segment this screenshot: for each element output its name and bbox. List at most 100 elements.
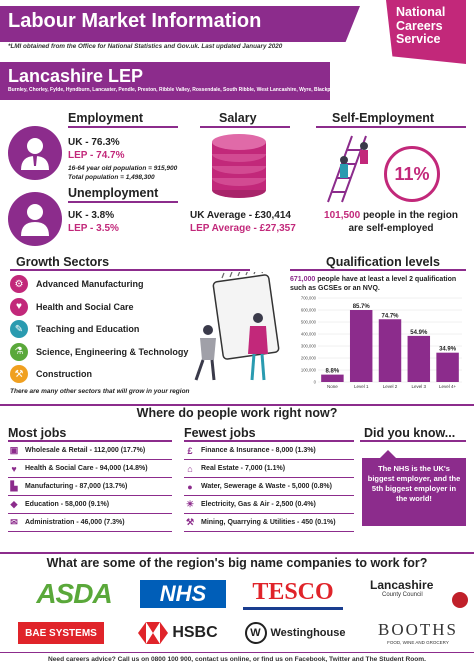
list-item-label: Education - 58,000 (9.1%) <box>25 501 110 508</box>
pickaxe-icon: ⚒ <box>185 517 195 527</box>
population-total: Total population = 1,498,300 <box>68 174 155 181</box>
list-item: ▙ Manufacturing - 87,000 (13.7%) <box>8 478 172 496</box>
house-icon: ⌂ <box>187 463 193 474</box>
x-tick-label: None <box>327 384 338 389</box>
y-tick-label: 700,000 <box>301 296 317 301</box>
lancashire-county-council-logo: Lancashire County Council <box>370 578 470 614</box>
x-tick-label: Level 3 <box>412 384 427 389</box>
growth-sector-item: ⚗ Science, Engineering & Technology <box>10 342 250 362</box>
coin-icon: £ <box>187 445 193 456</box>
westinghouse-logo: W Westinghouse <box>240 618 350 648</box>
x-tick-label: Level 4+ <box>439 384 457 389</box>
employment-heading: Employment <box>68 111 144 125</box>
notebook-illustration <box>194 272 280 381</box>
unemployment-uk: UK - 3.8% <box>68 210 115 221</box>
envelope-icon: ✉ <box>10 517 18 527</box>
growth-sector-item: ✎ Teaching and Education <box>10 319 250 339</box>
footer-text: Need careers advice? Call us on 0800 100… <box>47 656 426 663</box>
science-icon: ⚗ <box>10 342 28 361</box>
self-employment-caption: 101,500 people in the region are self-em… <box>324 210 458 234</box>
growth-sector-label: Science, Engineering & Technology <box>36 346 189 357</box>
growth-sector-label: Construction <box>36 369 92 379</box>
employment-uk: UK - 76.3% <box>68 137 120 148</box>
growth-heading: Growth Sectors <box>16 255 110 269</box>
self-employment-circle: 11% <box>384 146 440 202</box>
list-item: ♥ Health & Social Care - 94,000 (14.8%) <box>8 460 172 478</box>
self-employment-underline <box>316 126 466 128</box>
lightbulb-icon: ☀ <box>185 499 195 509</box>
brand-line-2: Careers <box>396 18 443 33</box>
bar <box>378 319 402 382</box>
y-tick-label: 0 <box>314 380 317 385</box>
list-item-label: Finance & Insurance - 8,000 (1.3%) <box>201 447 316 454</box>
person-icon <box>8 192 62 246</box>
where-heading: Where do people work right now? <box>136 406 338 420</box>
section-divider <box>0 552 474 554</box>
companies-heading: What are some of the region's big name c… <box>46 556 428 570</box>
y-tick-label: 200,000 <box>301 356 317 361</box>
x-tick-label: Level 1 <box>354 384 369 389</box>
coin-stack-icon <box>212 134 266 198</box>
bar <box>349 310 373 382</box>
did-you-know-underline <box>360 440 466 442</box>
list-item: ✉ Administration - 46,000 (7.3%) <box>8 514 172 532</box>
speech-pointer <box>380 450 396 458</box>
employment-lep: LEP - 74.7% <box>68 150 125 161</box>
bar <box>436 352 459 382</box>
brand-line-3: Service <box>396 32 441 46</box>
list-item: ● Water, Sewerage & Waste - 5,000 (0.8%) <box>184 478 354 496</box>
qualifications-heading: Qualification levels <box>326 255 440 269</box>
brand-line-1: National <box>396 5 446 19</box>
fewest-jobs-list: £ Finance & Insurance - 8,000 (1.3%) ⌂ Real… <box>184 442 354 532</box>
list-item: ◆ Education - 58,000 (9.1%) <box>8 496 172 514</box>
education-icon: ✎ <box>10 320 28 338</box>
employment-underline <box>68 126 178 128</box>
list-item-label: Real Estate - 7,000 (1.1%) <box>201 465 286 472</box>
x-tick-label: Level 2 <box>383 384 398 389</box>
ladder-people-illustration <box>327 135 368 203</box>
list-item: £ Finance & Insurance - 8,000 (1.3%) <box>184 442 354 460</box>
did-you-know-box: The NHS is the UK's biggest employer, an… <box>362 458 466 526</box>
factory-icon: ▙ <box>10 481 18 491</box>
booths-logo: BOOTHS FOOD, WINE AND GROCERY <box>377 620 458 645</box>
section-divider <box>0 404 474 406</box>
construction-icon: ⚒ <box>10 365 28 383</box>
self-employment-percent: 11% <box>394 163 430 184</box>
national-careers-service-logo: National Careers Service <box>386 0 466 64</box>
growth-note: There are many other sectors that will g… <box>10 388 190 395</box>
bar <box>407 335 431 382</box>
unemployment-underline <box>68 201 178 203</box>
fewest-jobs-heading: Fewest jobs <box>184 426 256 440</box>
qualifications-intro: 671,000 people have at least a level 2 q… <box>290 276 457 292</box>
page-subtitle: *LMI obtained from the Office for Nation… <box>8 43 283 50</box>
growth-sector-item: ♥ Health and Social Care <box>10 297 250 317</box>
person-icon <box>8 126 62 180</box>
header-banner <box>0 6 360 42</box>
qualification-bar-chart: 0 100,000 200,000 300,000 400,000 500,000 600,… <box>301 296 462 389</box>
most-jobs-list: ▣ Wholesale & Retail - 112,000 (17.7%) ♥ He… <box>8 442 172 532</box>
y-tick-label: 500,000 <box>301 320 317 325</box>
did-you-know-heading: Did you know... <box>364 426 456 440</box>
growth-sector-label: Advanced Manufacturing <box>36 279 144 289</box>
footer-bar <box>0 652 474 669</box>
fewest-jobs-underline <box>184 440 354 442</box>
bar-value-label: 8.8% <box>326 369 340 375</box>
unemployment-lep: LEP - 3.5% <box>68 223 119 234</box>
heart-icon: ♥ <box>10 297 28 316</box>
tesco-logo: TESCO <box>238 576 348 612</box>
water-drop-icon: ● <box>187 481 193 492</box>
lep-banner <box>0 62 330 100</box>
page-title: Labour Market Information <box>8 10 262 32</box>
bar <box>321 374 344 382</box>
salary-underline <box>200 126 290 128</box>
factory-icon: ⚙ <box>10 275 28 293</box>
bae-systems-logo: BAE SYSTEMS <box>18 622 104 644</box>
growth-sector-label: Health and Social Care <box>36 301 134 312</box>
list-item: ▣ Wholesale & Retail - 112,000 (17.7%) <box>8 442 172 460</box>
y-tick-label: 600,000 <box>301 308 317 313</box>
growth-sector-label: Teaching and Education <box>36 324 140 334</box>
bar-value-label: 74.7% <box>381 313 399 319</box>
list-item-label: Water, Sewerage & Waste - 5,000 (0.8%) <box>201 483 332 490</box>
lep-areas: Burnley, Chorley, Fylde, Hyndburn, Lanca… <box>8 87 400 93</box>
bar-value-label: 54.9% <box>410 330 428 336</box>
